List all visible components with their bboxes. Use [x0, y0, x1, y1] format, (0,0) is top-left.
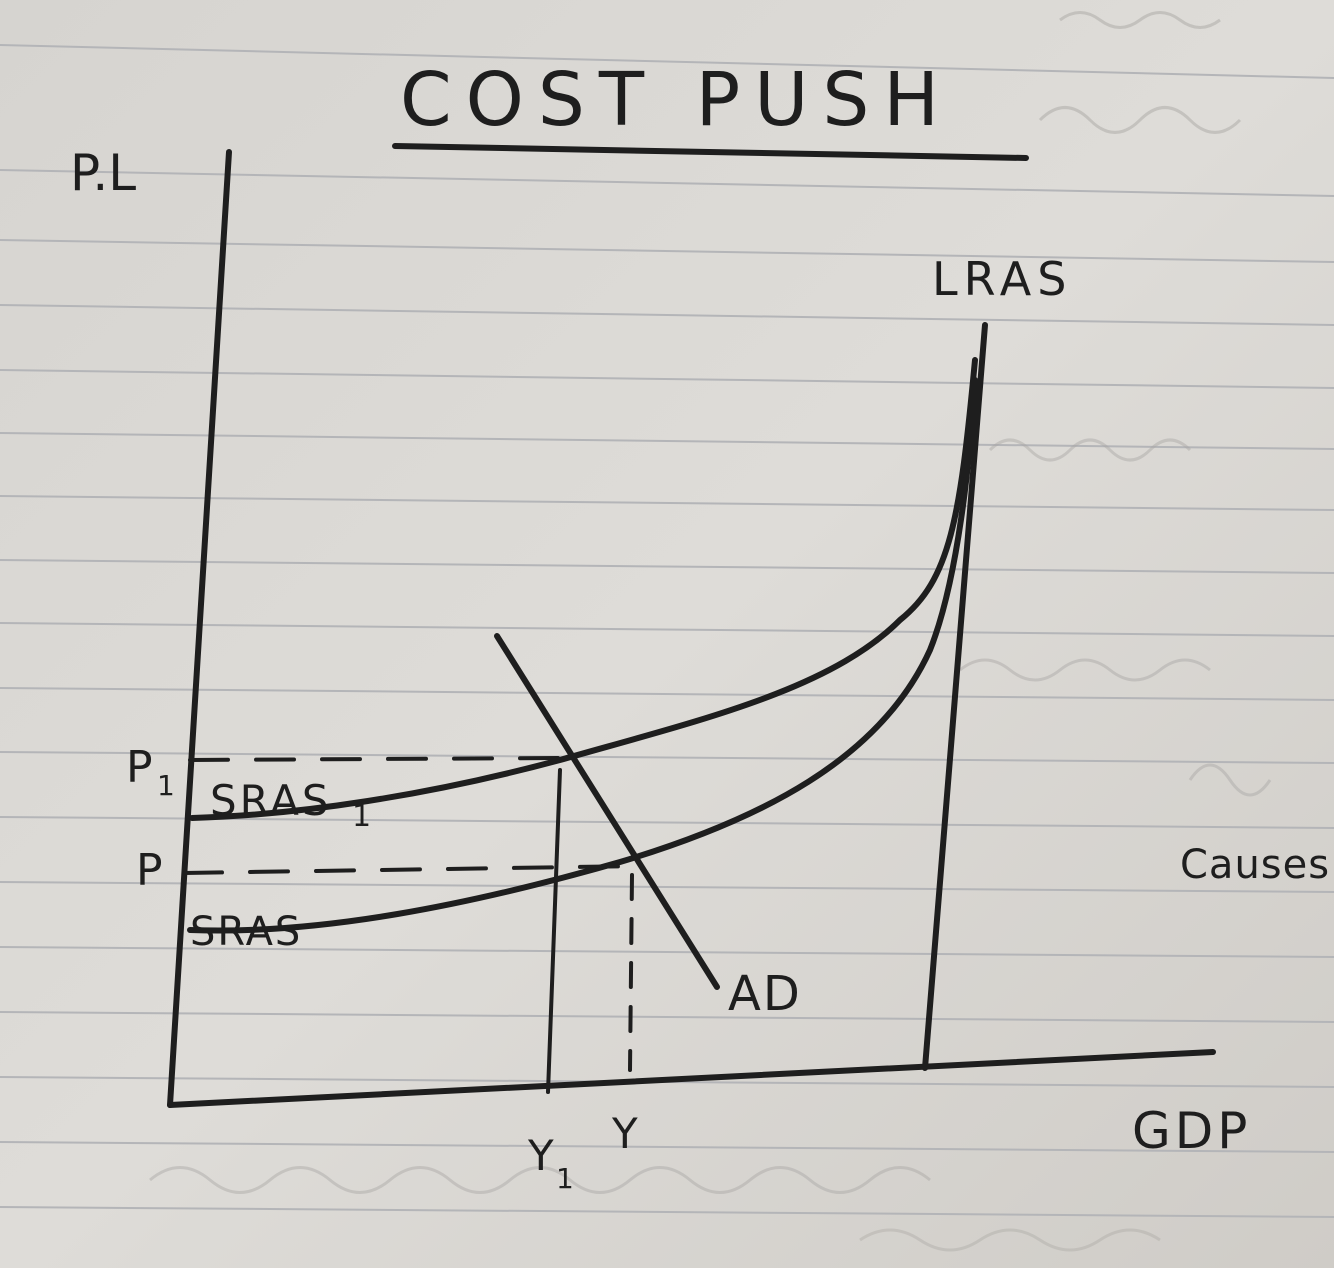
ad-line [494, 633, 720, 990]
sras-shifted-curve [189, 357, 978, 821]
p1-label: P 1 [126, 742, 175, 802]
sras-original-label: SRAS [190, 909, 302, 955]
axes [167, 149, 1216, 1108]
lras-line [922, 322, 988, 1071]
ad-label: AD [728, 966, 802, 1022]
x-axis-label: GDP [1132, 1102, 1251, 1160]
p-label: P [136, 845, 163, 896]
lras-label: LRAS [932, 252, 1072, 306]
sras-shifted-label: SRAS 1 [210, 776, 371, 834]
diagram-title: COST PUSH [400, 57, 953, 143]
y1-label: Y 1 [527, 1131, 574, 1195]
p-guide [182, 864, 642, 875]
sras-original-curve [187, 377, 978, 934]
x-axis [167, 1049, 1216, 1108]
y1-text: Y [527, 1131, 554, 1180]
p1-text: P [126, 742, 153, 793]
bleed-through-marks [149, 11, 1272, 1252]
sras-shifted-subscript: 1 [352, 799, 371, 834]
sras-shifted-text: SRAS [210, 776, 332, 825]
title-underline [392, 143, 1029, 161]
y-axis [167, 149, 232, 1108]
side-note: Causes [1180, 842, 1330, 888]
y-label: Y [611, 1109, 638, 1158]
y1-guide [546, 768, 562, 1094]
p1-subscript: 1 [157, 769, 175, 802]
y1-subscript: 1 [556, 1162, 574, 1195]
y-axis-label: P.L [70, 144, 136, 202]
y-guide [628, 873, 634, 1072]
